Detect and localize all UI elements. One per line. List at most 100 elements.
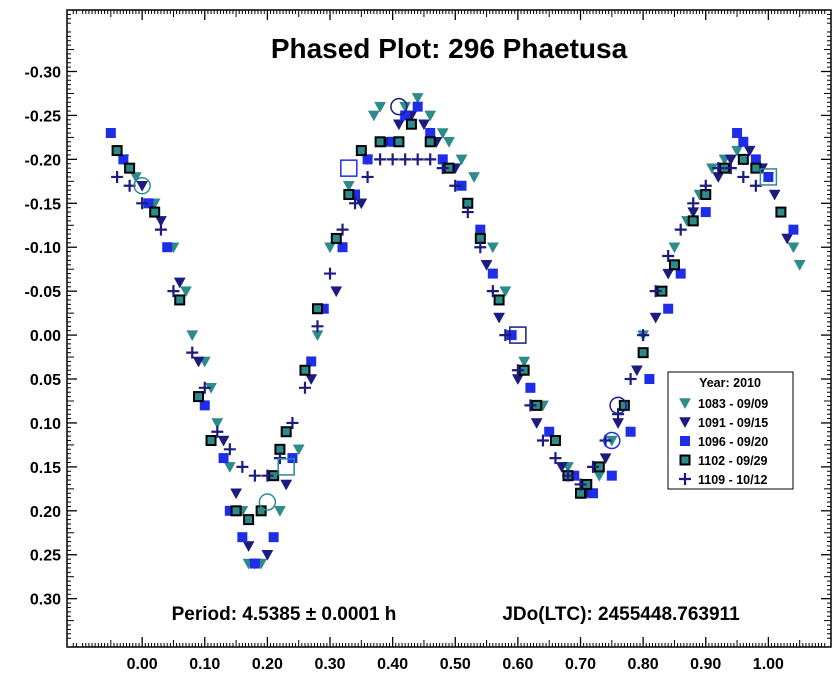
data-point xyxy=(662,268,675,280)
legend-entry: 1096 - 09/20 xyxy=(680,435,768,449)
x-tick-label: 0.40 xyxy=(377,656,408,673)
data-point xyxy=(637,329,650,342)
data-point xyxy=(738,136,749,147)
data-point xyxy=(155,216,167,227)
data-point xyxy=(424,136,436,148)
data-point xyxy=(192,356,205,368)
data-point xyxy=(737,153,749,165)
data-point xyxy=(374,153,387,166)
data-point xyxy=(424,153,437,166)
data-point xyxy=(362,154,373,165)
data-point xyxy=(525,382,536,393)
y-tick-label: -0.30 xyxy=(25,65,62,82)
data-point xyxy=(237,532,248,543)
data-point xyxy=(436,128,449,140)
legend-marker xyxy=(679,473,691,485)
data-point xyxy=(743,145,756,157)
legend: Year: 2010 1083 - 09/09 1091 - 09/15 1096 … xyxy=(667,371,794,490)
data-point xyxy=(105,128,116,139)
data-point xyxy=(205,435,217,447)
y-tick-label: -0.10 xyxy=(25,240,62,257)
data-point xyxy=(374,101,387,113)
data-point xyxy=(561,469,574,482)
data-point xyxy=(330,286,343,298)
data-point xyxy=(668,242,681,254)
data-point xyxy=(487,268,498,279)
data-point xyxy=(243,514,255,526)
y-tick-label: -0.15 xyxy=(25,196,62,213)
series-4 xyxy=(111,118,787,526)
data-point xyxy=(749,179,762,192)
data-point xyxy=(544,426,555,437)
data-point xyxy=(569,470,580,481)
data-point xyxy=(599,453,612,465)
data-point xyxy=(530,418,543,429)
data-point xyxy=(349,197,362,210)
data-point xyxy=(737,170,750,183)
data-point xyxy=(456,180,467,191)
data-point xyxy=(324,242,336,254)
data-point xyxy=(574,478,587,491)
x-tick-label: 0.10 xyxy=(189,656,220,673)
data-point xyxy=(367,110,380,122)
x-tick-label: 0.20 xyxy=(252,656,283,673)
data-point xyxy=(511,364,524,377)
legend-marker xyxy=(680,436,690,446)
data-point xyxy=(273,506,286,517)
data-point xyxy=(286,416,299,429)
data-point xyxy=(712,162,725,175)
data-point xyxy=(724,162,737,175)
data-point xyxy=(587,460,600,473)
data-point xyxy=(781,233,794,245)
data-point xyxy=(687,197,700,210)
data-point xyxy=(499,286,512,298)
data-point xyxy=(400,110,411,121)
data-point xyxy=(668,259,680,271)
data-point xyxy=(136,197,149,210)
data-point xyxy=(230,488,243,500)
data-point xyxy=(162,242,173,253)
data-point xyxy=(129,172,142,183)
series-5 xyxy=(111,153,762,491)
data-point xyxy=(486,285,499,298)
data-point xyxy=(449,179,462,192)
data-point xyxy=(699,179,712,192)
data-point xyxy=(549,452,562,465)
data-point xyxy=(588,488,599,499)
y-tick-label: 0.00 xyxy=(30,328,61,345)
highlight-circle xyxy=(390,97,408,116)
data-point xyxy=(230,505,242,517)
data-point xyxy=(198,381,211,394)
data-point xyxy=(305,374,318,386)
data-point xyxy=(186,346,199,359)
legend-entry: 1102 - 09/29 xyxy=(679,454,768,468)
data-point xyxy=(480,260,493,271)
data-point xyxy=(788,224,799,235)
data-point xyxy=(768,189,781,201)
legend-entry: 1091 - 09/15 xyxy=(679,416,768,430)
highlight-square xyxy=(340,159,358,177)
data-point xyxy=(731,145,743,157)
data-point xyxy=(687,215,699,227)
data-point xyxy=(436,162,449,175)
legend-label: 1091 - 09/15 xyxy=(698,416,768,430)
data-point xyxy=(606,470,617,481)
data-point xyxy=(775,206,787,218)
legend-label: 1109 - 10/12 xyxy=(698,473,768,487)
data-point xyxy=(555,462,568,473)
data-point xyxy=(268,532,279,543)
data-point xyxy=(361,170,374,183)
x-tick-label: 0.50 xyxy=(440,656,471,673)
y-tick-label: 0.10 xyxy=(30,416,61,433)
data-point xyxy=(149,206,161,218)
data-point xyxy=(261,549,274,561)
jdo-annotation: JDo(LTC): 2455448.763911 xyxy=(502,604,740,625)
data-point xyxy=(124,162,136,174)
data-point xyxy=(418,119,430,131)
data-point xyxy=(199,400,210,411)
data-point xyxy=(374,136,386,148)
legend-label: 1096 - 09/20 xyxy=(698,435,768,449)
data-point xyxy=(424,110,437,122)
x-tick-label: 0.70 xyxy=(565,656,596,673)
data-point xyxy=(223,443,236,456)
